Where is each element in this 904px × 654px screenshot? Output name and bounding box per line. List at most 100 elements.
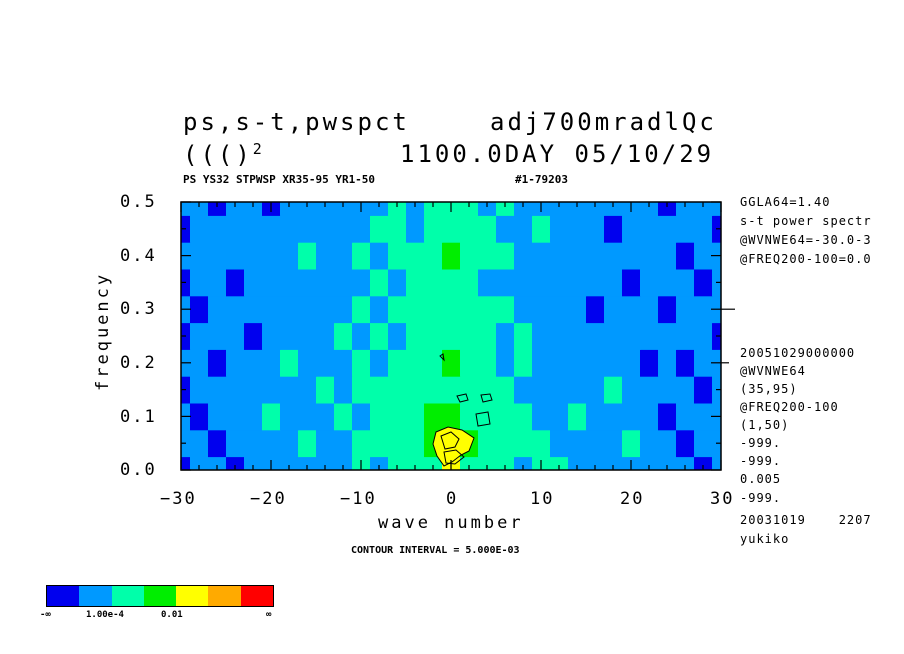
- heatmap-cell: [316, 242, 335, 270]
- y-tick-label-0.1: 0.1: [120, 407, 157, 427]
- heatmap-cell: [244, 202, 263, 216]
- heatmap-cell: [460, 322, 479, 350]
- heatmap-cell: [568, 242, 587, 270]
- heatmap-cell: [640, 456, 659, 470]
- heatmap-cell: [298, 295, 317, 324]
- x-axis-label: wave number: [378, 513, 524, 533]
- heatmap-cell: [604, 349, 623, 377]
- heatmap-cell: [424, 322, 443, 350]
- heatmap-cell: [478, 429, 497, 458]
- heatmap-cell: [478, 202, 497, 216]
- heatmap-cell: [370, 456, 389, 470]
- heatmap-cell: [532, 349, 551, 377]
- heatmap-cell: [478, 215, 497, 243]
- heatmap-cell: [334, 269, 353, 297]
- right-bottom-0: 20051029000000: [740, 346, 856, 360]
- heatmap-cell: [244, 295, 263, 324]
- colorbar-label-1: 1.00e-4: [86, 610, 124, 620]
- contour-line-7: [439, 353, 445, 362]
- heatmap-cell: [370, 295, 389, 324]
- x-tick-label-m30: −30: [160, 489, 197, 509]
- heatmap-cell: [208, 269, 227, 297]
- heatmap-cell: [190, 403, 209, 431]
- heatmap-cell: [316, 202, 335, 216]
- heatmap-cell: [424, 242, 443, 270]
- heatmap-cell: [478, 376, 497, 404]
- heatmap-cell: [478, 295, 497, 324]
- heatmap-cell: [334, 322, 353, 350]
- contour-line-5: [480, 393, 493, 403]
- right-top-0: GGLA64=1.40: [740, 195, 831, 209]
- heatmap-cell: [442, 295, 461, 324]
- heatmap-cell: [550, 349, 569, 377]
- right-bottom-10: yukiko: [740, 532, 790, 546]
- x-tick-label-m10: −10: [340, 489, 377, 509]
- heatmap-cell: [514, 349, 533, 377]
- heatmap-cell: [622, 349, 641, 377]
- heatmap-cell: [658, 376, 677, 404]
- heatmap-cell: [181, 202, 191, 216]
- heatmap-cell: [514, 403, 533, 431]
- heatmap-cell: [658, 403, 677, 431]
- heatmap-cell: [658, 322, 677, 350]
- heatmap-cell: [514, 269, 533, 297]
- heatmap-cell: [316, 295, 335, 324]
- heatmap-cell: [622, 242, 641, 270]
- heatmap-cell: [442, 215, 461, 243]
- heatmap-cell: [658, 269, 677, 297]
- heatmap-cell: [604, 322, 623, 350]
- subtitle-left: PS YS32 STPWSP XR35-95 YR1-50: [183, 173, 376, 186]
- heatmap-cell: [694, 456, 713, 470]
- heatmap-cell: [550, 269, 569, 297]
- heatmap-cell: [280, 376, 299, 404]
- heatmap-cell: [298, 269, 317, 297]
- heatmap-cell: [550, 242, 569, 270]
- heatmap-cell: [568, 202, 587, 216]
- heatmap-cell: [442, 376, 461, 404]
- heatmap-cell: [532, 242, 551, 270]
- heatmap-cell: [352, 376, 371, 404]
- heatmap-cell: [658, 242, 677, 270]
- heatmap-cell: [298, 242, 317, 270]
- y-tick-label-0.5: 0.5: [120, 192, 157, 212]
- heatmap-cell: [298, 456, 317, 470]
- contour-line-3: [443, 449, 465, 465]
- heatmap-cell: [208, 456, 227, 470]
- heatmap-cell: [478, 403, 497, 431]
- heatmap-cell: [190, 295, 209, 324]
- heatmap-cell: [460, 456, 479, 470]
- heatmap-cell: [478, 269, 497, 297]
- heatmap-cell: [298, 322, 317, 350]
- heatmap-cell: [496, 242, 515, 270]
- heatmap-cell: [406, 202, 425, 216]
- right-bottom-3: @FREQ200-100: [740, 400, 839, 414]
- heatmap-cell: [586, 242, 605, 270]
- heatmap-cell: [298, 202, 317, 216]
- heatmap-cell: [550, 376, 569, 404]
- heatmap-cell: [658, 456, 677, 470]
- heatmap-cell: [298, 349, 317, 377]
- heatmap-cell: [424, 269, 443, 297]
- heatmap-cell: [550, 429, 569, 458]
- heatmap-cell: [604, 242, 623, 270]
- heatmap-cell: [658, 215, 677, 243]
- colorbar-swatch-4: [176, 586, 209, 606]
- colorbar-label-2: 0.01: [161, 610, 183, 620]
- heatmap-cell: [226, 215, 245, 243]
- heatmap-cell: [586, 269, 605, 297]
- heatmap-cell: [388, 429, 407, 458]
- heatmap-cell: [424, 202, 443, 216]
- heatmap-cell: [496, 202, 515, 216]
- heatmap-cell: [676, 215, 695, 243]
- heatmap-cell: [190, 456, 209, 470]
- right-top-1: s-t power spectr: [740, 214, 872, 228]
- heatmap-cell: [586, 349, 605, 377]
- heatmap-cell: [568, 429, 587, 458]
- heatmap-cell: [586, 456, 605, 470]
- heatmap-cell: [388, 349, 407, 377]
- heatmap-cell: [676, 242, 695, 270]
- heatmap-cell: [316, 322, 335, 350]
- heatmap-cell: [208, 295, 227, 324]
- heatmap-cell: [460, 376, 479, 404]
